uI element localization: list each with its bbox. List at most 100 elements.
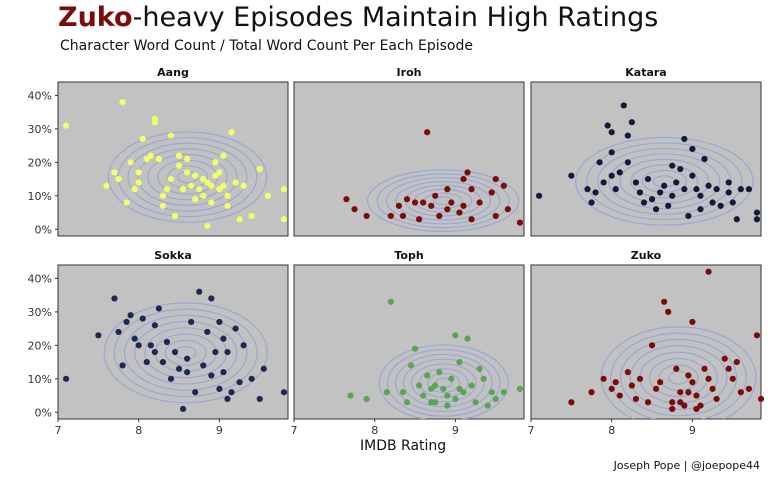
data-point bbox=[745, 385, 752, 392]
data-point bbox=[484, 402, 491, 409]
data-point bbox=[713, 395, 720, 403]
data-point bbox=[127, 159, 134, 166]
data-point bbox=[200, 192, 207, 199]
data-point bbox=[351, 206, 358, 213]
data-point bbox=[135, 179, 142, 186]
data-point bbox=[111, 169, 118, 176]
data-point bbox=[163, 338, 171, 346]
panel-aang-title: Aang bbox=[157, 66, 189, 79]
data-point bbox=[411, 345, 419, 352]
data-point bbox=[432, 399, 439, 406]
data-point bbox=[568, 172, 575, 179]
data-point bbox=[600, 375, 607, 382]
density-contour bbox=[402, 358, 485, 408]
data-point bbox=[200, 362, 207, 369]
title-rest: -heavy Episodes Maintain High Ratings bbox=[132, 2, 659, 33]
data-point bbox=[143, 358, 150, 366]
data-point bbox=[403, 196, 411, 203]
data-point bbox=[460, 202, 467, 209]
data-point bbox=[480, 375, 487, 382]
data-point bbox=[468, 216, 475, 223]
data-point bbox=[216, 385, 223, 392]
x-tick-label: 8 bbox=[135, 424, 142, 437]
density-contour bbox=[385, 177, 501, 225]
data-point bbox=[717, 202, 724, 209]
density-contour bbox=[386, 349, 501, 417]
data-point bbox=[677, 389, 684, 396]
data-point bbox=[681, 135, 688, 143]
data-point bbox=[411, 199, 419, 206]
data-point bbox=[636, 189, 644, 196]
density-contour bbox=[629, 345, 728, 410]
x-tick-label: 9 bbox=[452, 424, 459, 437]
data-point bbox=[689, 318, 696, 326]
density-contour bbox=[427, 372, 461, 394]
data-point bbox=[196, 288, 203, 295]
data-point bbox=[665, 308, 672, 315]
panel-iroh-background bbox=[293, 81, 525, 237]
data-point bbox=[236, 216, 243, 223]
data-point bbox=[608, 149, 615, 156]
data-point bbox=[468, 186, 475, 193]
data-point bbox=[399, 212, 407, 220]
data-point bbox=[661, 182, 668, 189]
data-point bbox=[616, 392, 623, 399]
density-contour bbox=[619, 338, 738, 417]
data-point bbox=[620, 102, 627, 109]
data-point bbox=[192, 172, 199, 179]
density-contour bbox=[147, 153, 228, 201]
data-point bbox=[248, 212, 255, 220]
data-point bbox=[737, 389, 744, 396]
x-tick-label: 7 bbox=[291, 424, 298, 437]
x-axis-label: IMDB Rating bbox=[360, 438, 447, 454]
data-point bbox=[240, 342, 247, 349]
data-point bbox=[216, 169, 223, 176]
data-point bbox=[62, 122, 70, 129]
data-point bbox=[697, 192, 704, 199]
panel-sokka-title: Sokka bbox=[154, 249, 192, 262]
data-point bbox=[184, 169, 191, 176]
data-point bbox=[175, 152, 183, 159]
data-point bbox=[492, 395, 499, 403]
data-point bbox=[608, 385, 615, 392]
y-tick-label: 0% bbox=[35, 406, 52, 419]
data-point bbox=[624, 132, 631, 139]
x-tick-label: 9 bbox=[216, 424, 223, 437]
data-point bbox=[535, 192, 543, 199]
data-point bbox=[151, 322, 158, 329]
data-point bbox=[403, 399, 411, 406]
data-point bbox=[448, 375, 455, 382]
data-point bbox=[387, 212, 394, 220]
density-contour bbox=[103, 302, 268, 404]
data-point bbox=[135, 169, 142, 176]
data-point bbox=[444, 186, 451, 193]
data-point bbox=[644, 399, 652, 406]
data-point bbox=[476, 365, 483, 372]
data-point bbox=[476, 199, 483, 206]
chart-title: Zuko-heavy Episodes Maintain High Rating… bbox=[58, 2, 658, 33]
data-point bbox=[705, 268, 712, 275]
data-point bbox=[665, 202, 672, 209]
data-point bbox=[588, 199, 595, 206]
data-point bbox=[147, 342, 154, 349]
data-point bbox=[436, 369, 443, 376]
data-point bbox=[444, 206, 451, 213]
data-point bbox=[612, 186, 619, 193]
data-point bbox=[596, 159, 603, 166]
data-point bbox=[188, 182, 195, 189]
data-point bbox=[689, 145, 696, 153]
data-point bbox=[689, 172, 696, 179]
data-point bbox=[123, 318, 130, 326]
data-point bbox=[420, 392, 427, 399]
data-point bbox=[705, 375, 712, 382]
data-point bbox=[407, 362, 415, 369]
data-point bbox=[632, 395, 640, 403]
panel-toph-background bbox=[293, 264, 525, 420]
data-point bbox=[745, 186, 752, 193]
data-point bbox=[220, 152, 227, 159]
data-point bbox=[648, 342, 656, 349]
panel-toph-title: Toph bbox=[394, 249, 423, 262]
data-point bbox=[119, 98, 126, 106]
data-point bbox=[693, 405, 700, 413]
density-contour bbox=[137, 148, 238, 206]
